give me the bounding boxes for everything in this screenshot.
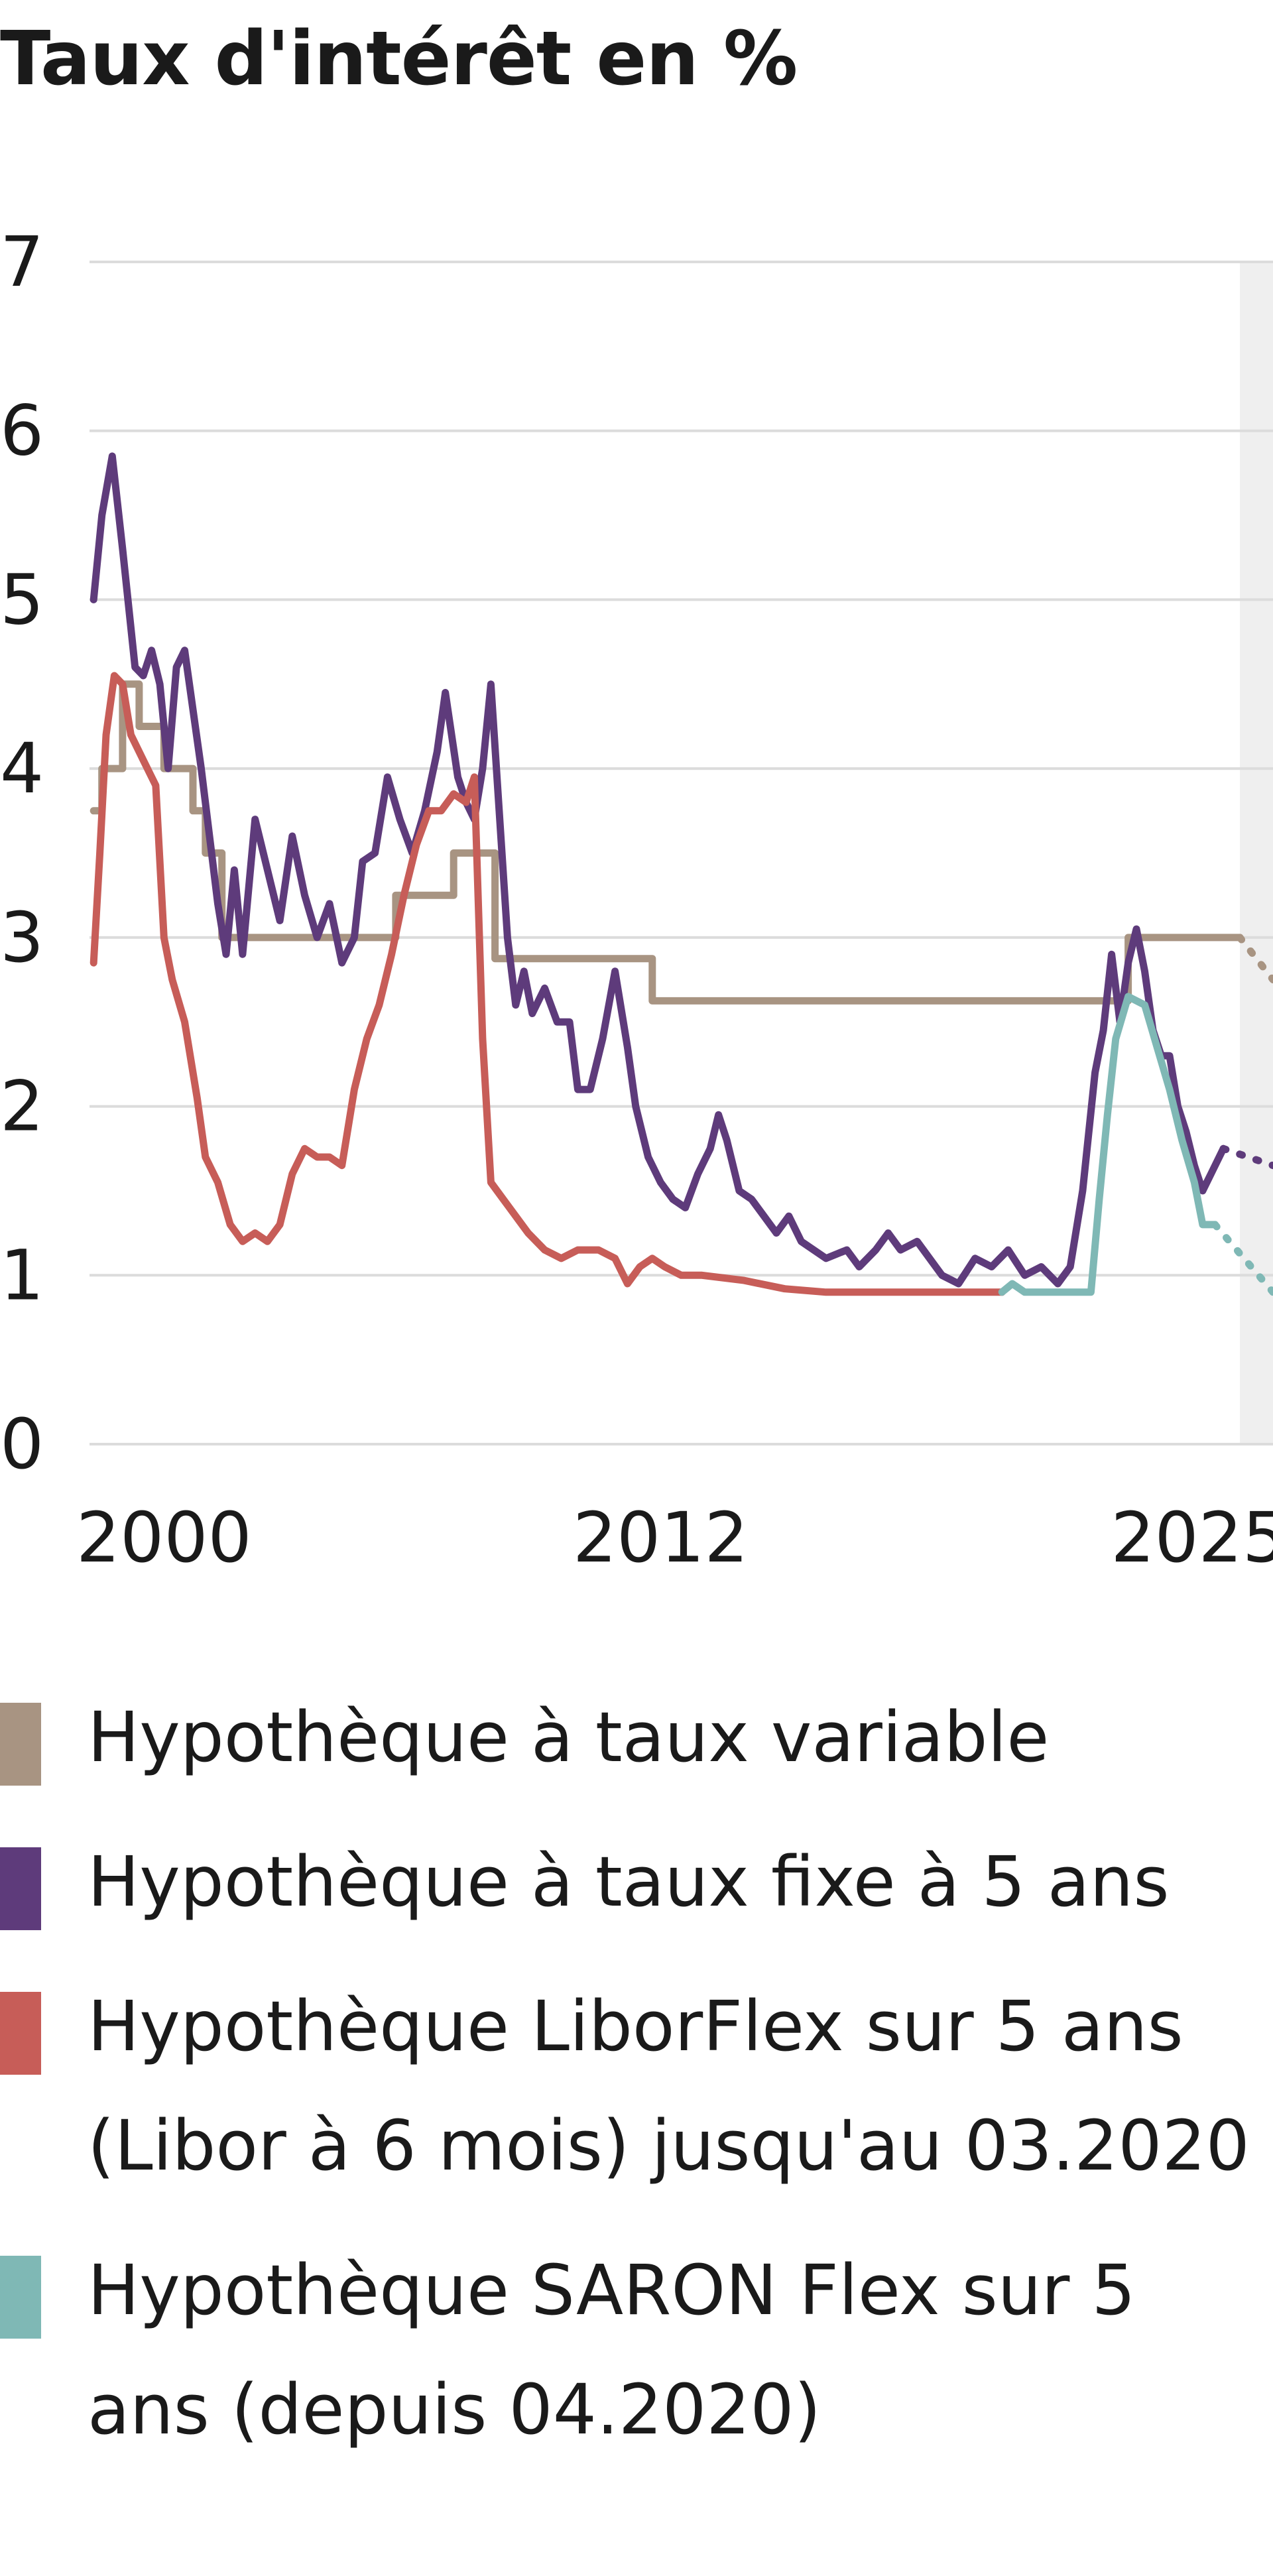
series-forecast-line (1211, 1221, 1273, 1296)
series-1 (90, 680, 1273, 1005)
series-3 (90, 672, 1006, 1296)
y-tick-label: 7 (0, 221, 44, 302)
series-line (90, 452, 1227, 1288)
legend-label: Hypothèque SARON Flex sur 5 ans (depuis … (88, 2250, 1136, 2450)
y-tick-label: 0 (0, 1404, 44, 1485)
x-tick-label: 2000 (76, 1497, 252, 1578)
y-tick-label: 2 (0, 1066, 44, 1147)
legend-label: Hypothèque à taux fixe à 5 ans (88, 1841, 1170, 1922)
legend: Hypothèque à taux variable Hypothèque à … (0, 1678, 1273, 2494)
series-line (998, 993, 1219, 1296)
legend-item-saron-flex: Hypothèque SARON Flex sur 5 ans (depuis … (0, 2231, 1273, 2469)
legend-label: Hypothèque LiborFlex sur 5 ans (Libor à … (88, 1986, 1250, 2186)
legend-item-taux-fixe: Hypothèque à taux fixe à 5 ans (0, 1822, 1273, 1941)
x-tick-label: 2012 (573, 1497, 749, 1578)
series-4 (998, 993, 1273, 1296)
legend-swatch (0, 2256, 41, 2339)
forecast-shade-layer (1240, 262, 1273, 1444)
y-tick-label: 3 (0, 897, 44, 978)
line-chart: 0 1 2 3 4 5 6 7 2000 2012 2025 (0, 221, 1273, 1578)
legend-swatch (0, 1992, 41, 2075)
axis-labels: 0 1 2 3 4 5 6 7 2000 2012 2025 (0, 221, 1273, 1578)
series-line (90, 680, 1244, 1005)
y-tick-label: 1 (0, 1235, 44, 1316)
y-tick-label: 6 (0, 391, 44, 471)
y-tick-label: 5 (0, 559, 44, 640)
legend-item-liborflex: Hypothèque LiborFlex sur 5 ans (Libor à … (0, 1967, 1273, 2205)
legend-swatch (0, 1847, 41, 1930)
chart-title: Taux d'intérêt en % (0, 16, 798, 102)
series-2 (90, 452, 1273, 1288)
legend-swatch (0, 1703, 41, 1786)
legend-item-taux-variable: Hypothèque à taux variable (0, 1678, 1273, 1797)
legend-label: Hypothèque à taux variable (88, 1697, 1050, 1778)
forecast-band (1240, 262, 1273, 1444)
x-tick-label: 2025 (1111, 1497, 1273, 1578)
series-lines (90, 452, 1273, 1296)
series-line (90, 672, 1006, 1296)
y-tick-label: 4 (0, 728, 44, 809)
